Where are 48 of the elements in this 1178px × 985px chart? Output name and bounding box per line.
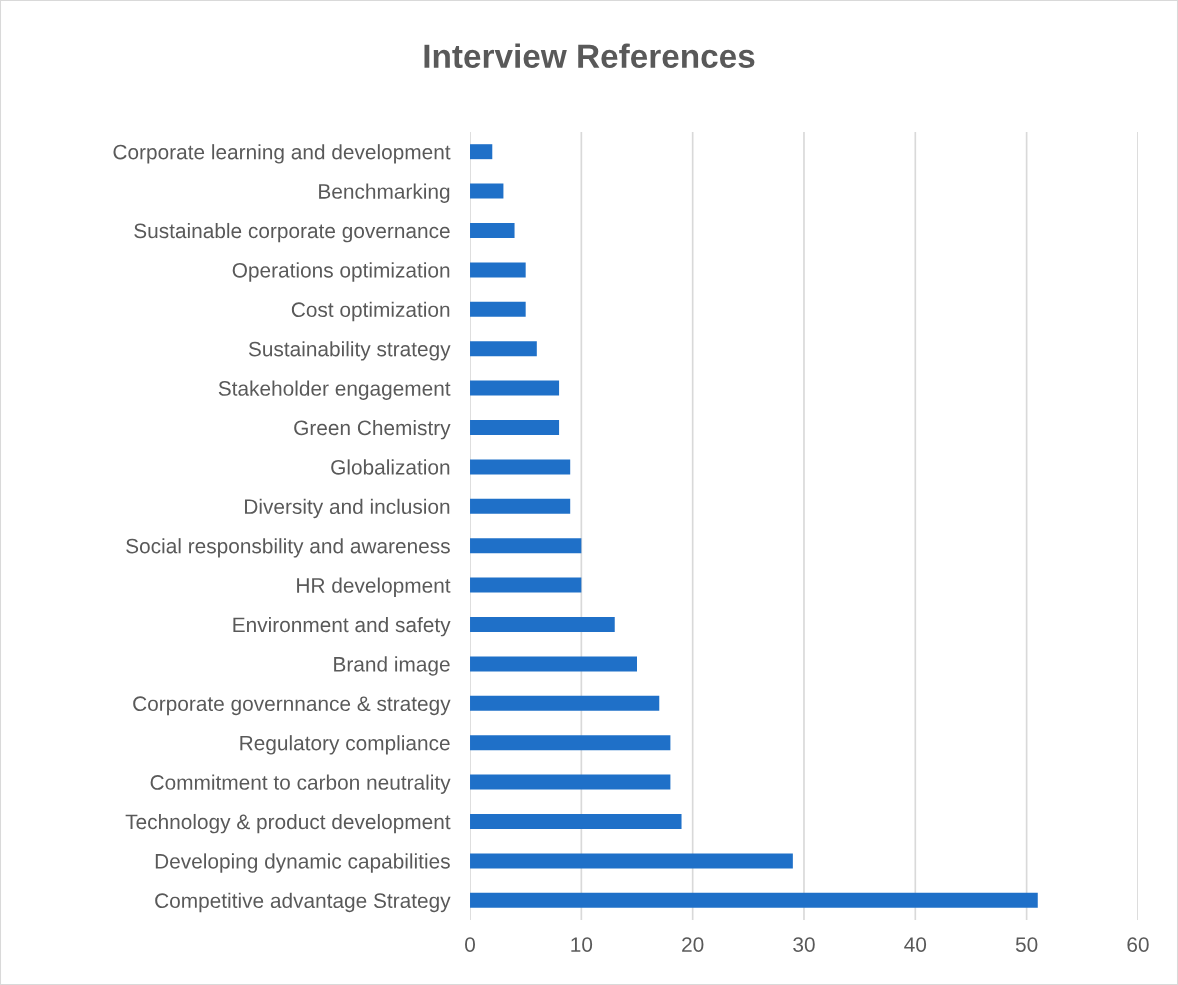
y-tick-label: Corporate governnance & strategy — [133, 696, 451, 716]
y-tick-label: Regulatory compliance — [240, 735, 450, 755]
y-tick-label: Corporate learning and development — [113, 144, 451, 164]
bar — [470, 735, 671, 751]
bar — [470, 183, 504, 199]
y-tick-label: Green Chemistry — [294, 419, 451, 440]
y-tick-label: HR development — [297, 577, 451, 597]
bar — [470, 656, 637, 672]
y-tick-label: Operations optimization — [232, 262, 450, 282]
bar — [470, 144, 493, 160]
y-tick-label: Competitive advantage Strategy — [155, 892, 451, 913]
bar — [470, 892, 1038, 908]
x-tick-label: 40 — [904, 937, 927, 952]
bar — [470, 695, 660, 711]
y-tick-label: Technology & product development — [125, 813, 451, 834]
bar — [470, 262, 526, 278]
y-tick-label: Sustainability strategy — [248, 341, 451, 361]
bar — [470, 538, 582, 554]
y-tick-label: Diversity and inclusion — [245, 498, 450, 519]
y-tick-label: Environment and safety — [233, 616, 451, 637]
bar — [470, 301, 526, 317]
y-tick-label: Brand image — [334, 656, 450, 676]
y-tick-label: Sustainable corporate governance — [134, 222, 450, 243]
x-tick-label: 10 — [571, 937, 593, 952]
bar — [470, 617, 615, 632]
y-tick-label: Globalization — [331, 459, 450, 475]
y-tick-label: Cost optimization — [291, 301, 450, 322]
bar — [470, 223, 515, 238]
bar — [470, 774, 671, 790]
bar — [470, 341, 537, 357]
chart-title: Interview References — [424, 43, 755, 69]
y-tick-label: Commitment to carbon neutrality — [150, 774, 451, 794]
x-tick-label: 30 — [793, 937, 815, 952]
x-tick-label: 20 — [682, 937, 704, 952]
bar — [470, 577, 582, 593]
bar — [470, 380, 560, 396]
x-tick-label: 50 — [1015, 937, 1038, 952]
y-tick-label: Stakeholder engagement — [218, 380, 451, 400]
x-tick-label: 60 — [1127, 937, 1149, 952]
bar — [470, 459, 571, 475]
bar — [470, 498, 571, 514]
y-tick-label: Developing dynamic capabilities — [155, 853, 450, 873]
x-tick-label: 0 — [465, 937, 475, 952]
y-tick-label: Benchmarking — [319, 183, 450, 203]
bar — [470, 814, 682, 829]
bar — [470, 420, 560, 435]
bar — [470, 853, 793, 869]
y-tick-label: Social responsbility and awareness — [126, 538, 450, 558]
